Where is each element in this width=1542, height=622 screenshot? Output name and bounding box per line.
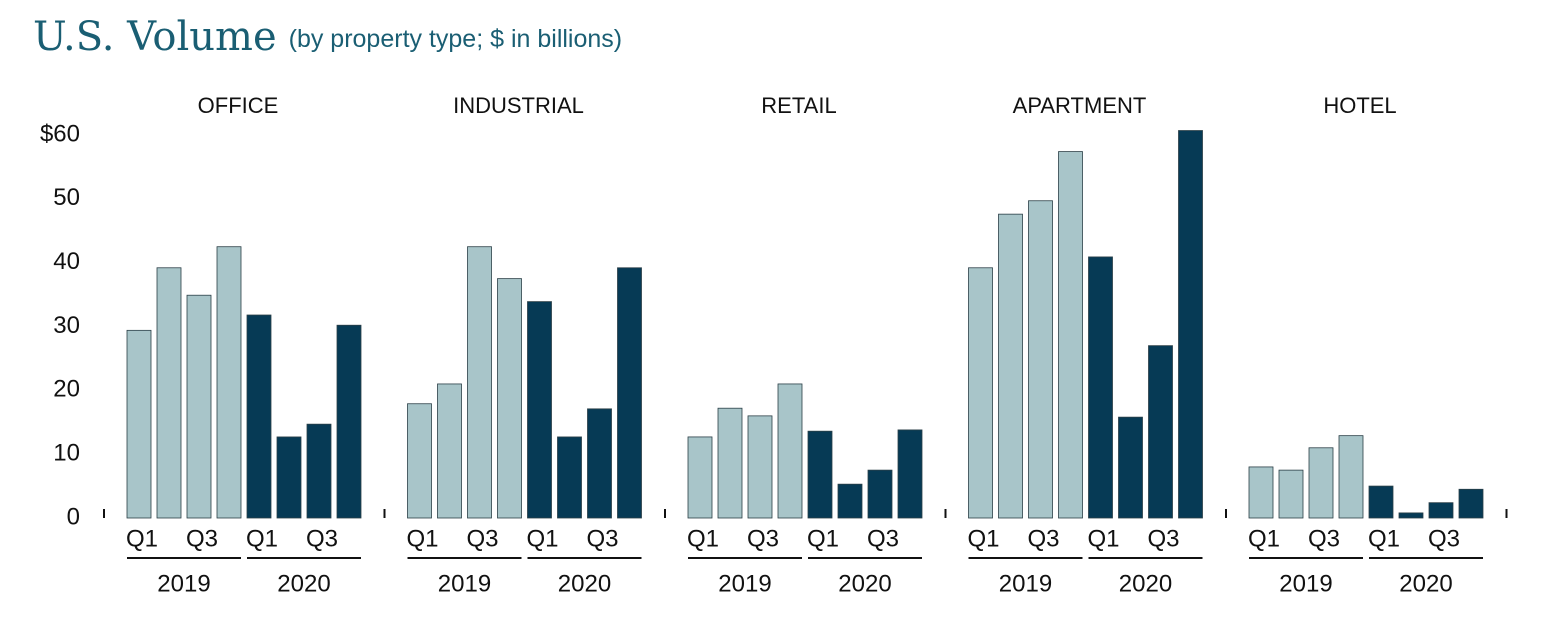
x-tick-label: Q3 <box>586 525 618 552</box>
bar <box>216 246 242 519</box>
bar <box>1458 488 1484 519</box>
bar <box>336 324 362 519</box>
panel-title: RETAIL <box>761 93 836 118</box>
group-label: 2019 <box>438 570 491 597</box>
x-tick-label: Q3 <box>1308 525 1340 552</box>
bar <box>1338 435 1364 519</box>
bar <box>1278 469 1304 519</box>
x-tick-label: Q3 <box>747 525 779 552</box>
bar <box>467 246 492 519</box>
bar <box>1118 416 1143 519</box>
x-tick-label: Q1 <box>687 525 719 552</box>
bar <box>246 314 272 519</box>
group-label: 2019 <box>999 570 1052 597</box>
bar <box>527 301 552 519</box>
bar <box>126 329 152 519</box>
bar <box>497 278 522 519</box>
bar <box>777 383 803 519</box>
panel-title: OFFICE <box>198 93 279 118</box>
bar <box>807 430 833 519</box>
bar <box>717 407 743 519</box>
x-tick-label: Q1 <box>1248 525 1280 552</box>
title-line: U.S. Volume (by property type; $ in billi… <box>33 14 622 60</box>
group-label: 2020 <box>1119 570 1172 597</box>
bar <box>837 483 863 519</box>
group-label: 2020 <box>558 570 611 597</box>
group-label: 2019 <box>157 570 210 597</box>
bar <box>276 436 302 519</box>
x-tick-label: Q3 <box>1027 525 1059 552</box>
y-tick-label: 50 <box>53 184 80 211</box>
bar <box>437 383 462 519</box>
x-tick-label: Q3 <box>867 525 899 552</box>
bar <box>1148 345 1173 519</box>
bar <box>587 408 612 519</box>
group-label: 2020 <box>277 570 330 597</box>
y-tick-label: 40 <box>53 248 80 275</box>
x-tick-label: Q3 <box>1428 525 1460 552</box>
x-tick-label: Q1 <box>126 525 158 552</box>
bar <box>407 403 432 519</box>
bar <box>156 267 182 519</box>
bar <box>687 436 713 519</box>
x-tick-label: Q1 <box>967 525 999 552</box>
panel-title: HOTEL <box>1323 93 1396 118</box>
bar <box>306 423 332 519</box>
bar <box>1248 466 1274 519</box>
y-tick-label: 20 <box>53 376 80 403</box>
x-tick-label: Q3 <box>466 525 498 552</box>
bar <box>968 267 993 519</box>
x-tick-label: Q3 <box>1147 525 1179 552</box>
bar <box>1428 502 1454 519</box>
x-tick-label: Q1 <box>1368 525 1400 552</box>
bar <box>897 429 923 519</box>
panel-title: APARTMENT <box>1013 93 1147 118</box>
bar <box>557 436 582 519</box>
group-label: 2019 <box>1279 570 1332 597</box>
bar <box>747 415 773 519</box>
bar <box>1398 512 1424 519</box>
y-tick-label: $60 <box>40 120 80 147</box>
x-tick-label: Q1 <box>246 525 278 552</box>
group-label: 2020 <box>838 570 891 597</box>
bar <box>1058 151 1083 519</box>
panel-title: INDUSTRIAL <box>453 93 584 118</box>
bar <box>867 469 893 519</box>
bar <box>998 213 1023 519</box>
y-tick-label: 10 <box>53 440 80 467</box>
group-label: 2019 <box>718 570 771 597</box>
bar <box>1178 130 1203 519</box>
bar <box>1368 485 1394 519</box>
x-tick-label: Q3 <box>186 525 218 552</box>
y-tick-label: 0 <box>67 503 80 530</box>
x-tick-label: Q3 <box>306 525 338 552</box>
bar <box>1028 200 1053 519</box>
bar <box>186 294 212 519</box>
chart-title: U.S. Volume <box>33 14 277 60</box>
x-tick-label: Q1 <box>406 525 438 552</box>
x-tick-label: Q1 <box>526 525 558 552</box>
x-tick-label: Q1 <box>1087 525 1119 552</box>
bar <box>1088 256 1113 519</box>
y-tick-label: 30 <box>53 312 80 339</box>
bar <box>617 267 642 519</box>
bar <box>1308 447 1334 519</box>
group-label: 2020 <box>1399 570 1452 597</box>
x-tick-label: Q1 <box>807 525 839 552</box>
chart-subtitle: (by property type; $ in billions) <box>289 25 622 53</box>
